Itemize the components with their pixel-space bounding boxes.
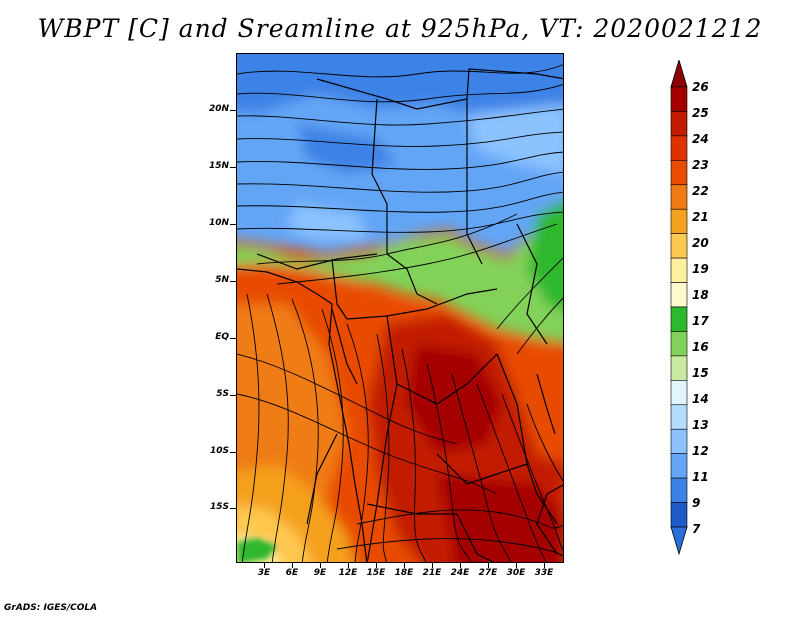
lon-label-6e: 6E: [285, 568, 299, 578]
lon-label-27e: 27E: [478, 568, 498, 578]
lon-tick: [348, 563, 349, 568]
colorbar-block: [670, 184, 688, 210]
lon-label-12e: 12E: [338, 568, 358, 578]
lon-tick: [488, 563, 489, 568]
colorbar-label: 25: [692, 106, 709, 120]
colorbar-label: 19: [692, 262, 709, 276]
lat-label-15s: 15S: [209, 502, 229, 512]
colorbar-upper-arrow: [670, 60, 688, 88]
colorbar-block: [670, 477, 688, 503]
lon-label-9e: 9E: [313, 568, 327, 578]
lat-label-10s: 10S: [209, 446, 229, 456]
colorbar-block: [670, 233, 688, 259]
lat-tick: [230, 395, 236, 396]
lat-label-5s: 5S: [216, 389, 229, 399]
lat-label-15n: 15N: [208, 161, 229, 171]
lon-label-21e: 21E: [422, 568, 442, 578]
colorbar-label: 16: [692, 340, 709, 354]
colorbar-block: [670, 135, 688, 161]
lat-tick: [230, 338, 236, 339]
colorbar-block: [670, 502, 688, 528]
lon-tick: [376, 563, 377, 568]
lat-label-eq: EQ: [215, 332, 229, 342]
wbpt-field: [237, 54, 563, 562]
colorbar-label: 9: [692, 496, 701, 510]
lon-tick: [292, 563, 293, 568]
colorbar-label: 15: [692, 366, 709, 380]
lat-tick: [230, 224, 236, 225]
colorbar-block: [670, 208, 688, 234]
colorbar-label: 18: [692, 288, 709, 302]
colorbar-block: [670, 453, 688, 479]
colorbar-label: 26: [692, 80, 709, 94]
lat-tick: [230, 452, 236, 453]
lon-label-24e: 24E: [450, 568, 470, 578]
colorbar-label: 23: [692, 158, 709, 172]
lon-tick: [264, 563, 265, 568]
colorbar-label: 7: [692, 522, 701, 536]
colorbar-label: 22: [692, 184, 709, 198]
colorbar-label: 13: [692, 418, 709, 432]
colorbar-block: [670, 355, 688, 381]
colorbar-block: [670, 331, 688, 357]
colorbar-block: [670, 380, 688, 406]
colorbar-lower-arrow: [670, 526, 688, 556]
colorbar-block: [670, 282, 688, 308]
lon-tick: [544, 563, 545, 568]
lat-label-20n: 20N: [208, 104, 229, 114]
lon-label-15e: 15E: [366, 568, 386, 578]
colorbar-block: [670, 404, 688, 430]
lon-tick: [320, 563, 321, 568]
lon-label-3e: 3E: [257, 568, 271, 578]
colorbar-block: [670, 306, 688, 332]
colorbar-blocks: [670, 86, 688, 528]
colorbar-label: 11: [692, 470, 709, 484]
coastline: [237, 268, 368, 562]
colorbar-label: 14: [692, 392, 709, 406]
colorbar-block: [670, 86, 688, 112]
country-borders: [256, 68, 563, 562]
lat-tick: [230, 167, 236, 168]
colorbar-block: [670, 428, 688, 454]
lat-label-10n: 10N: [208, 218, 229, 228]
lon-tick: [432, 563, 433, 568]
colorbar-label: 21: [692, 210, 709, 224]
chart-title: WBPT [C] and Sreamline at 925hPa, VT: 20…: [37, 14, 763, 43]
colorbar-label: 12: [692, 444, 709, 458]
colorbar-label: 17: [692, 314, 709, 328]
lon-tick: [460, 563, 461, 568]
colorbar-block: [670, 160, 688, 186]
colorbar-block: [670, 111, 688, 137]
lon-tick: [516, 563, 517, 568]
lon-label-30e: 30E: [506, 568, 526, 578]
lon-label-33e: 33E: [534, 568, 554, 578]
lat-tick: [230, 281, 236, 282]
lat-tick: [230, 110, 236, 111]
footer-credit: GrADS: IGES/COLA: [4, 603, 98, 613]
colorbar-block: [670, 257, 688, 283]
colorbar-label: 24: [692, 132, 709, 146]
colorbar-label: 20: [692, 236, 709, 250]
lon-label-18e: 18E: [394, 568, 414, 578]
colorbar: [670, 60, 688, 556]
lat-tick: [230, 508, 236, 509]
lat-label-5n: 5N: [215, 275, 229, 285]
lon-tick: [404, 563, 405, 568]
map-panel: [236, 53, 564, 563]
